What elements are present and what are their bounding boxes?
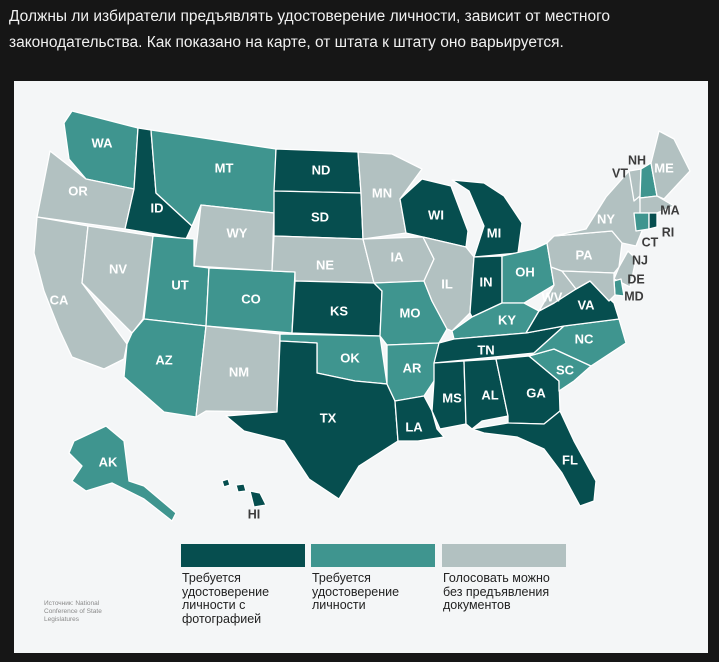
map-caption: Должны ли избиратели предъявлять удостов… (9, 8, 611, 51)
legend-swatch-id (311, 544, 435, 567)
state-label-vt: VT (612, 166, 628, 180)
state-label-wv: WV (542, 289, 563, 304)
state-label-nv: NV (109, 261, 127, 276)
state-label-va: VA (577, 297, 595, 312)
state-tx[interactable] (225, 340, 399, 500)
state-label-az: AZ (155, 352, 172, 367)
state-label-id: ID (151, 200, 164, 215)
state-label-ca: CA (50, 292, 69, 307)
state-hi-island-3[interactable] (249, 490, 267, 508)
state-ct[interactable] (633, 212, 650, 232)
state-label-la: LA (405, 419, 423, 434)
state-label-de: DE (627, 272, 644, 286)
voter-id-map-panel: WA OR CA ID NV MT WY UT AZ CO NM ND SD NE KS OK TX MN IA MO… (14, 81, 708, 653)
state-label-ky: KY (498, 312, 516, 327)
state-nj[interactable] (613, 250, 637, 288)
state-label-hi: HI (248, 507, 261, 521)
state-nm[interactable] (195, 325, 281, 418)
state-label-mt: MT (215, 160, 234, 175)
state-ak[interactable] (68, 425, 177, 522)
state-label-al: AL (481, 387, 498, 402)
state-label-wy: WY (227, 225, 248, 240)
state-md[interactable] (561, 270, 616, 302)
state-label-sd: SD (311, 209, 329, 224)
state-label-wi: WI (428, 207, 444, 222)
state-label-ia: IA (391, 249, 405, 264)
state-label-ks: KS (330, 303, 348, 318)
state-label-ma: MA (660, 203, 679, 217)
state-label-sc: SC (556, 362, 575, 377)
state-label-md: MD (624, 289, 643, 303)
state-hi-island-2[interactable] (235, 483, 247, 493)
us-map: WA OR CA ID NV MT WY UT AZ CO NM ND SD NE KS OK TX MN IA MO… (33, 110, 691, 522)
legend-swatch-no-document (442, 544, 566, 567)
state-label-nj: NJ (632, 253, 648, 267)
state-label-ok: OK (340, 350, 360, 365)
legend-label-id: Требуется удостоверение личности (312, 571, 400, 612)
state-label-mn: MN (372, 185, 392, 200)
state-ma[interactable] (639, 195, 675, 214)
state-az[interactable] (123, 318, 207, 418)
state-la[interactable] (394, 395, 445, 442)
state-label-or: OR (68, 183, 88, 198)
state-hi[interactable] (221, 478, 231, 488)
state-label-ak: AK (99, 454, 118, 469)
state-label-pa: PA (575, 247, 593, 262)
state-label-oh: OH (515, 264, 535, 279)
legend-swatch-photo-id (181, 544, 305, 567)
state-label-ms: MS (442, 390, 462, 405)
state-fl[interactable] (471, 410, 597, 507)
state-label-tn: TN (477, 342, 494, 357)
state-label-wa: WA (92, 135, 114, 150)
state-label-ne: NE (316, 257, 334, 272)
source-note: Источник: National Conference of State L… (44, 600, 102, 623)
state-il[interactable] (422, 236, 475, 332)
legend-label-photo-id: Требуется удостоверение личности с фотог… (182, 571, 270, 626)
state-label-ct: CT (642, 235, 659, 249)
state-label-tx: TX (320, 410, 337, 425)
state-label-ga: GA (526, 385, 546, 400)
state-label-ar: AR (403, 360, 422, 375)
state-label-nm: NM (229, 364, 249, 379)
state-label-nc: NC (575, 331, 594, 346)
state-label-nd: ND (312, 162, 331, 177)
state-label-mi: MI (487, 225, 501, 240)
state-label-in: IN (480, 274, 493, 289)
state-label-il: IL (441, 276, 453, 291)
state-label-ny: NY (597, 211, 615, 226)
state-label-co: CO (241, 291, 261, 306)
state-ri[interactable] (648, 212, 658, 230)
state-wi[interactable] (399, 178, 469, 248)
state-label-ri: RI (662, 225, 675, 239)
state-label-ut: UT (171, 277, 188, 292)
state-label-nh: NH (628, 153, 646, 167)
state-label-mo: MO (400, 305, 421, 320)
state-label-me: ME (654, 160, 674, 175)
state-label-fl: FL (562, 452, 578, 467)
legend-label-no-document: Голосовать можно без предъявления докуме… (443, 571, 550, 612)
